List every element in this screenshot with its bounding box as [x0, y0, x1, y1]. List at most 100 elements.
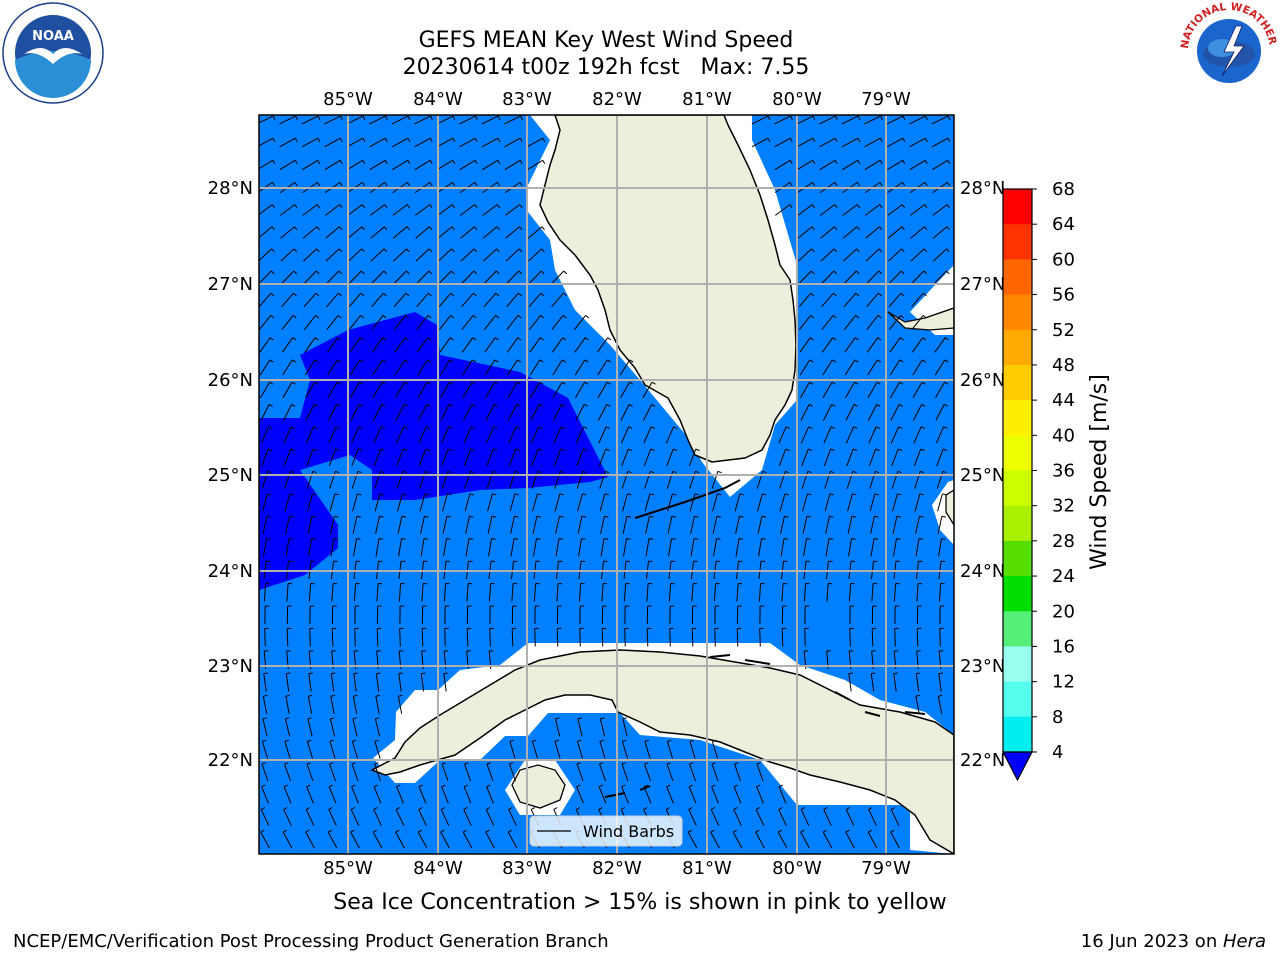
colorbar-segment	[1003, 576, 1032, 612]
wind-barb	[755, 809, 765, 826]
colorbar-segment	[1003, 329, 1032, 366]
wind-barb-flag	[923, 270, 928, 275]
wind-barb	[597, 381, 608, 399]
wind-barb	[488, 583, 492, 602]
wind-barb	[934, 359, 946, 376]
wind-barb	[531, 741, 539, 759]
wind-barb-flag	[428, 292, 432, 297]
wind-barb-flag	[398, 694, 403, 697]
colorbar-segment	[1003, 646, 1032, 683]
wind-barb	[556, 628, 559, 647]
wind-barb	[825, 516, 830, 534]
wind-barb	[621, 741, 629, 759]
wind-barb-flag	[269, 337, 274, 341]
wind-barb-flag	[308, 694, 313, 697]
wind-barb-flag	[553, 807, 558, 810]
wind-barb-flag	[555, 717, 560, 720]
lat-label: 24°N	[960, 561, 1005, 582]
wind-barb	[259, 337, 271, 353]
wind-barb	[621, 786, 629, 804]
title-line-1: GEFS MEAN Key West Wind Speed	[418, 28, 794, 53]
wind-barb	[577, 718, 583, 737]
wind-barb	[910, 270, 925, 285]
wind-barb-flag	[474, 160, 478, 165]
wind-barb	[781, 628, 784, 647]
wind-barb-flag	[628, 426, 633, 429]
wind-barb-flag	[857, 137, 861, 143]
wind-barb-flag	[919, 515, 924, 518]
wind-barb-flag	[857, 115, 861, 121]
wind-barb-flag	[450, 270, 455, 275]
wind-barb	[393, 248, 407, 262]
wind-barb	[552, 359, 563, 376]
wind-barb	[414, 137, 431, 148]
wind-barb	[371, 337, 384, 353]
wind-barb-flag	[339, 226, 343, 231]
colorbar-segment	[1003, 189, 1032, 225]
wind-barb	[373, 426, 382, 444]
wind-barb-flag	[353, 672, 358, 675]
wind-barb-flag	[352, 739, 357, 742]
wind-barb	[441, 786, 449, 804]
lon-labels-bottom: 85°W 84°W 83°W 82°W 81°W 80°W 79°W	[323, 858, 911, 879]
wind-barb-flag	[272, 115, 276, 121]
wind-barb-flag	[943, 448, 948, 451]
wind-barb	[871, 583, 874, 602]
wind-barb-flag	[336, 381, 341, 385]
wind-barb-flag	[494, 381, 499, 385]
wind-barb	[796, 115, 814, 125]
wind-barb-flag	[385, 115, 388, 121]
wind-barb	[646, 583, 649, 602]
wind-barb	[349, 315, 361, 330]
wind-barb-flag	[384, 204, 388, 209]
wind-barb	[353, 538, 357, 557]
wind-barb-flag	[384, 137, 388, 143]
wind-barb-flag	[732, 829, 738, 833]
wind-barb-flag	[924, 204, 928, 209]
wind-barb	[459, 159, 476, 171]
wind-barb	[301, 137, 319, 148]
wind-barb-flag	[800, 829, 805, 833]
wind-barb-flag	[407, 137, 411, 143]
wind-barb	[642, 404, 653, 421]
wind-barb-flag	[829, 493, 834, 496]
wind-barb	[260, 426, 270, 444]
wind-barb	[622, 718, 628, 737]
wind-barb-flag	[809, 359, 814, 363]
wind-barb-flag	[689, 739, 694, 742]
wind-barb	[844, 315, 856, 330]
wind-barb-flag	[451, 226, 455, 231]
wind-barb-flag	[833, 248, 838, 253]
wind-barb-flag	[918, 538, 924, 540]
wind-barb	[665, 426, 675, 444]
wind-barb-flag	[267, 470, 272, 474]
wind-barb-flag	[313, 426, 318, 429]
wind-barb-flag	[375, 717, 380, 720]
wind-barb-flag	[330, 694, 335, 697]
wind-barb	[483, 248, 497, 262]
wind-barb-flag	[448, 448, 453, 451]
wind-barb	[391, 115, 409, 125]
wind-barb	[506, 337, 519, 353]
wind-barb-flag	[305, 829, 310, 833]
wind-barb-flag	[307, 717, 312, 720]
wind-barb-flag	[359, 381, 364, 385]
wind-barb-flag	[271, 226, 275, 231]
wind-barb	[507, 359, 518, 376]
wind-barb-flag	[380, 470, 385, 474]
colorbar-segment	[1003, 294, 1032, 331]
wind-barb	[261, 763, 269, 782]
wind-barb-flag	[789, 182, 793, 187]
wind-barb	[576, 448, 584, 467]
wind-barb-flag	[834, 226, 838, 231]
wind-barb	[483, 270, 497, 285]
wind-barb-flag	[405, 292, 410, 297]
wind-barb	[576, 786, 584, 804]
colorbar-tick-label: 32	[1052, 496, 1075, 517]
wind-barb	[263, 673, 267, 692]
wind-barb-flag	[418, 807, 423, 810]
wind-barb-flag	[305, 807, 311, 810]
wind-barb-flag	[447, 470, 452, 474]
wind-barb-flag	[518, 248, 523, 253]
wind-barb	[528, 248, 542, 262]
